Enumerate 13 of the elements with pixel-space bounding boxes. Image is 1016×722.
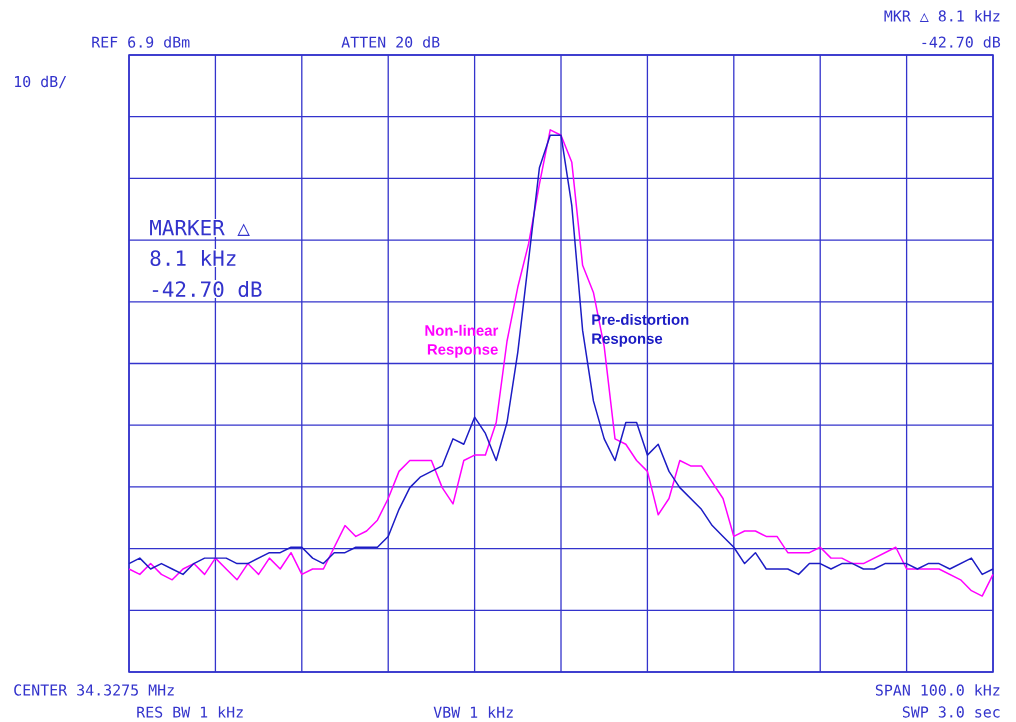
text: ATTEN 20 dB [341,36,440,48]
text: MKR △ 8.1 kHz [884,10,1000,22]
text: CENTER 34.3275 MHz [14,684,174,696]
annotation: 8.1 kHz [150,249,236,267]
text: VBW 1 kHz [433,706,513,718]
annotation: -42.70 dB [152,280,262,298]
text: REF 6.9 dBm [92,36,190,48]
text: SWP 3.0 sec [902,706,1000,718]
text: RES BW 1 kHz [137,706,243,718]
annotation: MARKER △ [150,219,250,237]
text: SPAN 100.0 kHz [875,684,1000,696]
text: 10 dB/ [15,75,67,89]
text: -42.70 dB [922,36,1001,48]
